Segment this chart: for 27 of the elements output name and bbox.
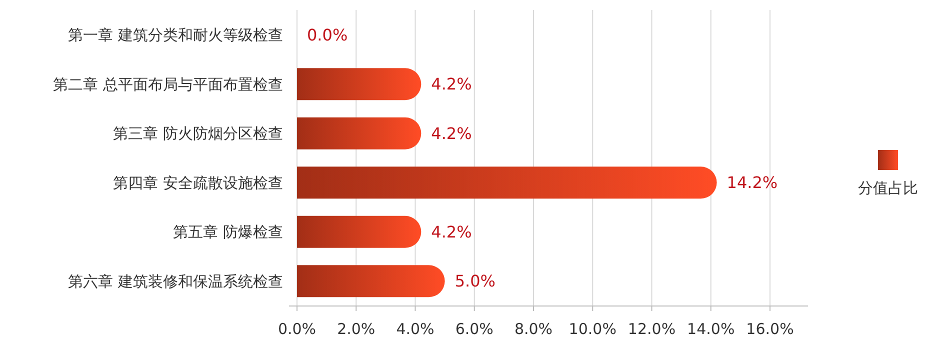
bar [297,166,717,199]
bar [297,216,422,248]
bar [297,117,422,150]
legend-label: 分值占比 [858,179,918,197]
x-tick-label: 8.0% [514,320,553,338]
y-tick-label: 第六章 建筑装修和保温系统检查 [68,272,283,290]
y-tick-label: 第四章 安全疏散设施检查 [113,174,283,192]
bar [297,68,422,100]
x-tick-label: 0.0% [278,320,316,338]
bar [297,265,445,298]
data-label: 0.0% [307,25,348,44]
y-tick-label: 第五章 防爆检查 [173,223,283,242]
x-tick-label: 14.0% [687,320,735,338]
y-tick-label: 第二章 总平面布局与平面布置检查 [53,75,283,94]
data-label: 5.0% [454,272,496,291]
data-label: 4.2% [431,222,472,242]
x-tick-label: 16.0% [746,320,794,338]
y-tick-label: 第三章 防火防烟分区检查 [113,124,283,143]
y-tick-label: 第一章 建筑分类和耐火等级检查 [68,26,283,44]
x-tick-label: 2.0% [337,320,376,338]
data-label: 4.2% [431,74,472,94]
data-label: 4.2% [431,124,472,143]
x-tick-label: 10.0% [568,320,616,338]
data-label: 14.2% [726,173,778,192]
x-tick-label: 4.0% [396,320,434,338]
x-tick-label: 6.0% [455,320,494,338]
x-tick-label: 12.0% [628,320,676,338]
